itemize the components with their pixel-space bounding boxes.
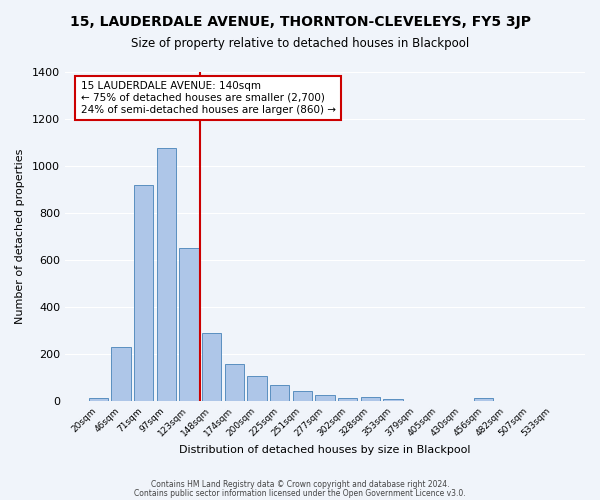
Text: Contains public sector information licensed under the Open Government Licence v3: Contains public sector information licen… <box>134 488 466 498</box>
Bar <box>247 376 266 401</box>
Text: Contains HM Land Registry data © Crown copyright and database right 2024.: Contains HM Land Registry data © Crown c… <box>151 480 449 489</box>
Text: Size of property relative to detached houses in Blackpool: Size of property relative to detached ho… <box>131 38 469 51</box>
Text: 15, LAUDERDALE AVENUE, THORNTON-CLEVELEYS, FY5 3JP: 15, LAUDERDALE AVENUE, THORNTON-CLEVELEY… <box>70 15 530 29</box>
Bar <box>383 399 403 401</box>
Bar <box>293 390 312 401</box>
Bar <box>89 398 108 401</box>
Bar <box>179 248 199 401</box>
Y-axis label: Number of detached properties: Number of detached properties <box>15 148 25 324</box>
Bar <box>270 384 289 401</box>
Bar <box>474 398 493 401</box>
Bar <box>338 398 357 401</box>
Bar <box>202 333 221 401</box>
X-axis label: Distribution of detached houses by size in Blackpool: Distribution of detached houses by size … <box>179 445 471 455</box>
Bar <box>316 394 335 401</box>
Text: 15 LAUDERDALE AVENUE: 140sqm
← 75% of detached houses are smaller (2,700)
24% of: 15 LAUDERDALE AVENUE: 140sqm ← 75% of de… <box>80 82 335 114</box>
Bar <box>157 148 176 401</box>
Bar <box>134 184 153 401</box>
Bar <box>224 364 244 401</box>
Bar <box>361 397 380 401</box>
Bar <box>111 348 131 401</box>
